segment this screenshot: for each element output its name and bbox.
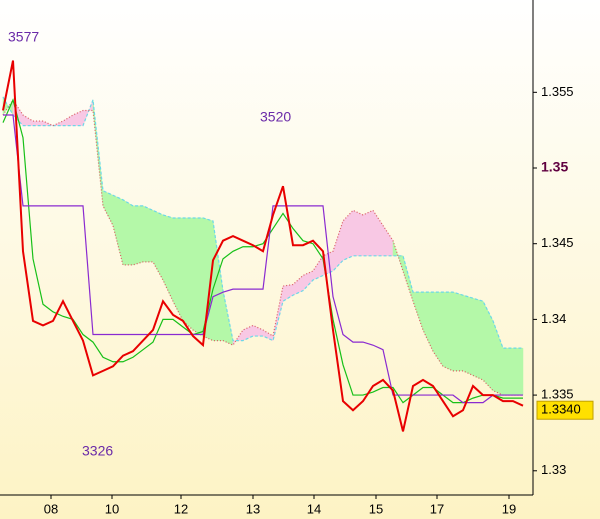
cloud-segment bbox=[452, 291, 464, 372]
cloud-segment bbox=[132, 205, 144, 266]
last-price-label: 1.3340 bbox=[541, 402, 581, 417]
cloud-segment bbox=[32, 120, 44, 126]
y-tick-label: 1.34 bbox=[541, 311, 566, 326]
cloud-segment bbox=[472, 297, 484, 381]
cloud-segment bbox=[182, 217, 194, 331]
annotation: 3577 bbox=[8, 29, 39, 45]
x-tick-label: 12 bbox=[174, 501, 188, 516]
x-tick-label: 19 bbox=[502, 501, 516, 516]
x-tick-label: 08 bbox=[44, 501, 58, 516]
indicator-line bbox=[2, 98, 523, 396]
indicator-line bbox=[2, 96, 523, 349]
cloud-segment bbox=[512, 347, 524, 396]
cloud-segment bbox=[502, 347, 514, 396]
x-tick-label: 13 bbox=[246, 501, 260, 516]
cloud-segment bbox=[462, 294, 474, 376]
cloud-segment bbox=[352, 210, 364, 257]
price-line bbox=[2, 60, 524, 432]
x-tick-label: 10 bbox=[105, 501, 119, 516]
y-tick-label: 1.33 bbox=[541, 462, 566, 477]
y-tick-label: 1.355 bbox=[541, 84, 574, 99]
y-tick-label: 1.345 bbox=[541, 235, 574, 250]
y-tick-label: 1.335 bbox=[541, 387, 574, 402]
indicator-line bbox=[3, 114, 523, 404]
cloud-segment bbox=[142, 205, 154, 263]
x-tick-label: 14 bbox=[307, 501, 321, 516]
last-price-box bbox=[536, 400, 594, 420]
cloud-segment bbox=[122, 199, 134, 266]
x-tick-label: 17 bbox=[430, 501, 444, 516]
cloud-segment bbox=[442, 291, 454, 372]
cloud-segment bbox=[362, 210, 374, 257]
y-tick-label: 1.35 bbox=[541, 159, 568, 175]
cloud-segment bbox=[192, 217, 204, 337]
annotation: 3326 bbox=[82, 443, 113, 459]
x-tick-label: 15 bbox=[369, 501, 383, 516]
annotation: 3520 bbox=[260, 109, 291, 125]
